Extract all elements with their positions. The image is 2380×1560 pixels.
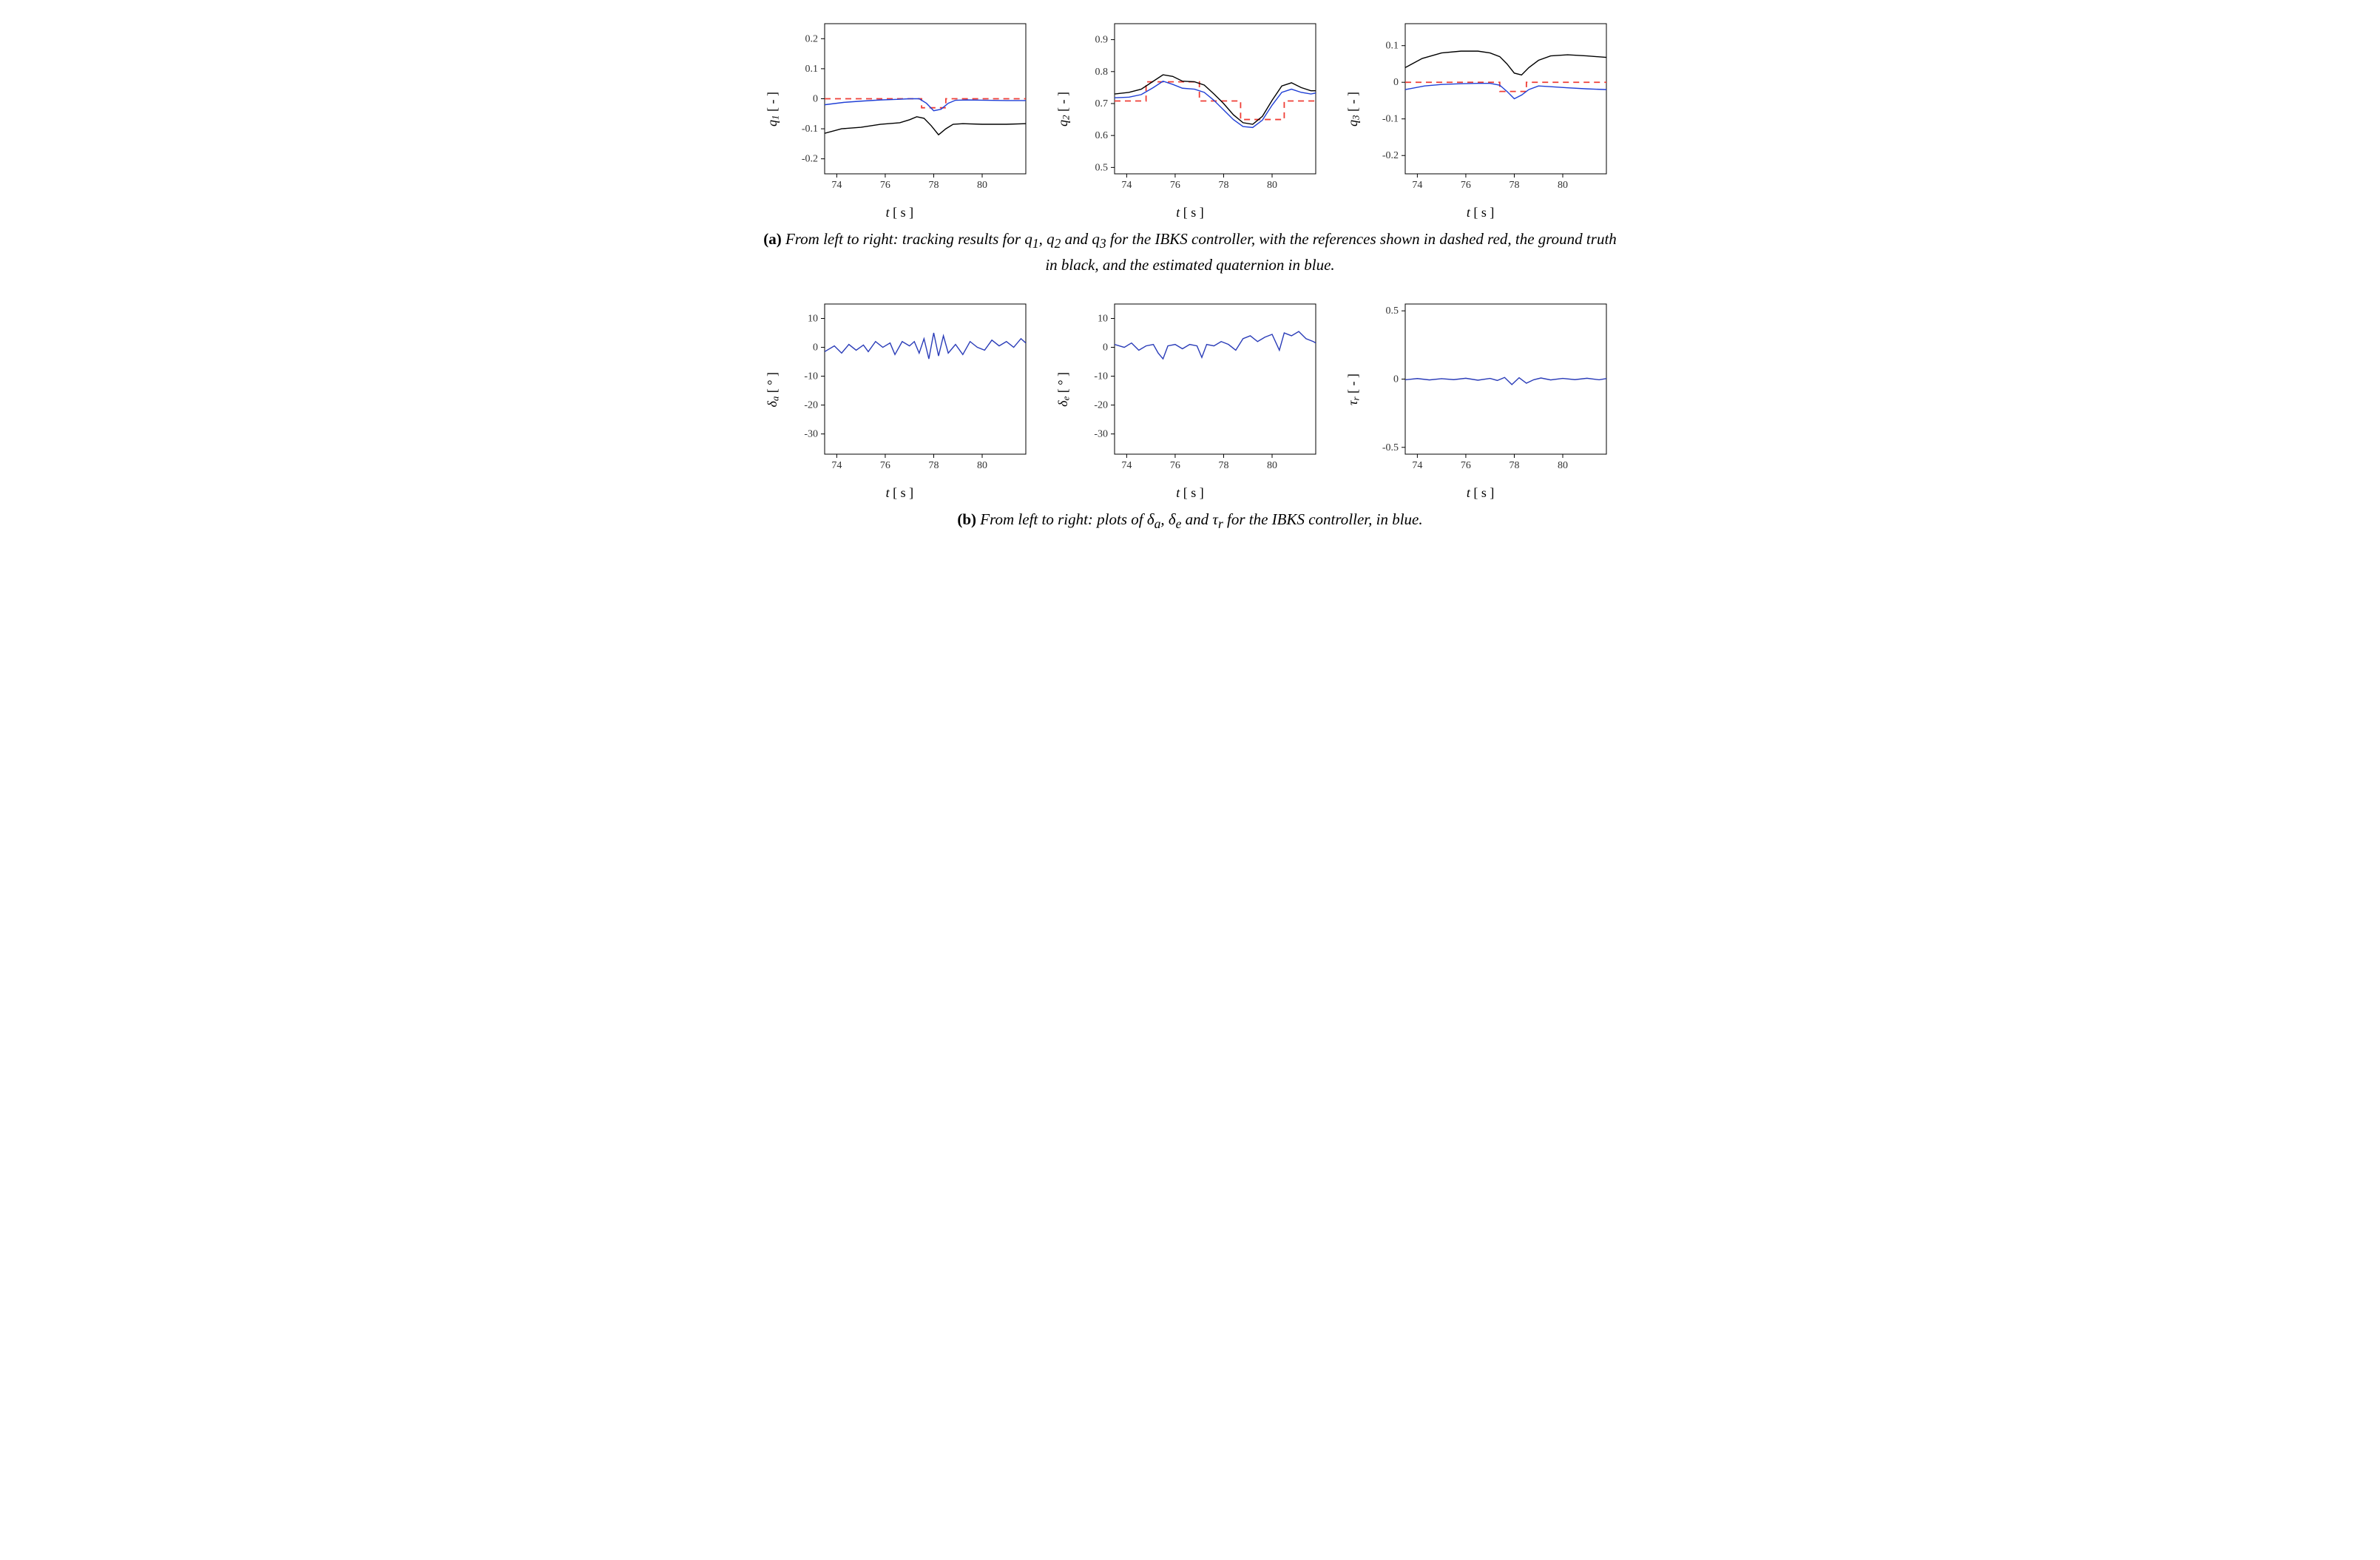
svg-text:0.2: 0.2 [805,33,818,44]
chart-panel: q2 [ - ] 74 76 78 80 0.5 0.6 0.7 0.8 0.9 t [ s ] [1055,15,1325,220]
svg-text:74: 74 [1412,180,1422,191]
svg-text:76: 76 [1461,460,1471,471]
axes-area: q1 [ - ] 74 76 78 80 -0.2 -0.1 0 0.1 0.2 [765,15,1035,203]
y-axis-label: q2 [ - ] [1055,92,1072,126]
y-axis-label: δa [ ° ] [765,372,782,408]
y-axis-label: δe [ ° ] [1055,372,1072,407]
chart-panel: δe [ ° ] 74 76 78 80 -30 -20 -10 0 10 t [ s ] [1055,295,1325,501]
svg-text:0.5: 0.5 [1095,162,1109,173]
svg-text:78: 78 [1509,460,1519,471]
svg-text:80: 80 [1558,460,1568,471]
svg-text:76: 76 [1170,460,1180,471]
svg-text:78: 78 [928,180,939,191]
svg-text:0: 0 [1393,374,1399,385]
svg-text:10: 10 [808,314,818,325]
x-axis-label: t [ s ] [1176,205,1204,220]
svg-text:74: 74 [1412,460,1422,471]
chart-panel: q3 [ - ] 74 76 78 80 -0.2 -0.1 0 0.1 t [ s ] [1345,15,1615,220]
caption-a-lead: (a) [763,230,782,248]
axes-area: δa [ ° ] 74 76 78 80 -30 -20 -10 0 10 [765,295,1035,484]
svg-text:0.1: 0.1 [805,64,818,75]
figure-container: q1 [ - ] 74 76 78 80 -0.2 -0.1 0 0.1 0.2 t [ s ]… [746,15,1634,534]
axes-area: δe [ ° ] 74 76 78 80 -30 -20 -10 0 10 [1055,295,1325,484]
svg-text:0.6: 0.6 [1095,130,1109,141]
x-axis-label: t [ s ] [886,205,914,220]
svg-text:76: 76 [880,180,890,191]
x-axis-label: t [ s ] [1176,485,1204,501]
svg-text:0: 0 [1393,77,1399,88]
y-axis-label: τr [ - ] [1345,374,1362,405]
svg-text:-0.2: -0.2 [1382,150,1399,161]
svg-text:74: 74 [1122,460,1132,471]
svg-text:0.9: 0.9 [1095,35,1109,46]
caption-b-lead: (b) [957,510,976,528]
svg-text:74: 74 [831,460,842,471]
plot-svg: 74 76 78 80 -0.5 0 0.5 [1364,295,1615,484]
svg-text:76: 76 [1170,180,1180,191]
row-b-panels: δa [ ° ] 74 76 78 80 -30 -20 -10 0 10 t [ s ] δe… [746,295,1634,501]
svg-text:78: 78 [1219,460,1229,471]
caption-a-text: From left to right: tracking results for… [782,230,1617,274]
y-axis-label: q1 [ - ] [765,92,782,126]
chart-panel: τr [ - ] 74 76 78 80 -0.5 0 0.5 t [ s ] [1345,295,1615,501]
svg-text:0.1: 0.1 [1385,41,1399,52]
svg-text:-10: -10 [804,371,818,382]
svg-text:0.8: 0.8 [1095,67,1109,78]
svg-text:76: 76 [1461,180,1471,191]
svg-text:-30: -30 [1095,429,1109,440]
svg-text:0.7: 0.7 [1095,98,1109,109]
svg-text:-0.5: -0.5 [1382,442,1399,453]
x-axis-label: t [ s ] [886,485,914,501]
svg-text:0: 0 [813,94,818,105]
axes-area: τr [ - ] 74 76 78 80 -0.5 0 0.5 [1345,295,1615,484]
svg-text:78: 78 [1509,180,1519,191]
x-axis-label: t [ s ] [1467,485,1495,501]
svg-text:80: 80 [1267,180,1277,191]
svg-text:80: 80 [977,180,987,191]
plot-svg: 74 76 78 80 0.5 0.6 0.7 0.8 0.9 [1073,15,1325,203]
svg-text:74: 74 [831,180,842,191]
caption-b-text: From left to right: plots of δa, δe and … [976,510,1423,528]
svg-text:74: 74 [1122,180,1132,191]
svg-text:-0.2: -0.2 [802,154,818,165]
svg-text:78: 78 [928,460,939,471]
x-axis-label: t [ s ] [1467,205,1495,220]
plot-svg: 74 76 78 80 -0.2 -0.1 0 0.1 0.2 [783,15,1035,203]
chart-panel: δa [ ° ] 74 76 78 80 -30 -20 -10 0 10 t [ s ] [765,295,1035,501]
caption-a: (a) From left to right: tracking results… [761,228,1619,276]
svg-text:80: 80 [1267,460,1277,471]
svg-text:-20: -20 [804,400,818,411]
svg-text:0: 0 [813,342,818,354]
svg-text:10: 10 [1098,314,1108,325]
axes-area: q3 [ - ] 74 76 78 80 -0.2 -0.1 0 0.1 [1345,15,1615,203]
chart-panel: q1 [ - ] 74 76 78 80 -0.2 -0.1 0 0.1 0.2 t [ s ] [765,15,1035,220]
plot-svg: 74 76 78 80 -0.2 -0.1 0 0.1 [1364,15,1615,203]
plot-svg: 74 76 78 80 -30 -20 -10 0 10 [783,295,1035,484]
svg-text:76: 76 [880,460,890,471]
svg-text:-10: -10 [1095,371,1109,382]
svg-text:-30: -30 [804,429,818,440]
plot-svg: 74 76 78 80 -30 -20 -10 0 10 [1073,295,1325,484]
svg-text:-0.1: -0.1 [1382,114,1399,125]
caption-b: (b) From left to right: plots of δa, δe … [761,508,1619,534]
row-a-panels: q1 [ - ] 74 76 78 80 -0.2 -0.1 0 0.1 0.2 t [ s ]… [746,15,1634,220]
svg-text:0.5: 0.5 [1385,305,1399,317]
svg-text:-0.1: -0.1 [802,124,818,135]
axes-area: q2 [ - ] 74 76 78 80 0.5 0.6 0.7 0.8 0.9 [1055,15,1325,203]
svg-text:78: 78 [1219,180,1229,191]
svg-text:80: 80 [1558,180,1568,191]
svg-text:-20: -20 [1095,400,1109,411]
y-axis-label: q3 [ - ] [1345,92,1362,126]
svg-text:0: 0 [1103,342,1108,354]
svg-text:80: 80 [977,460,987,471]
